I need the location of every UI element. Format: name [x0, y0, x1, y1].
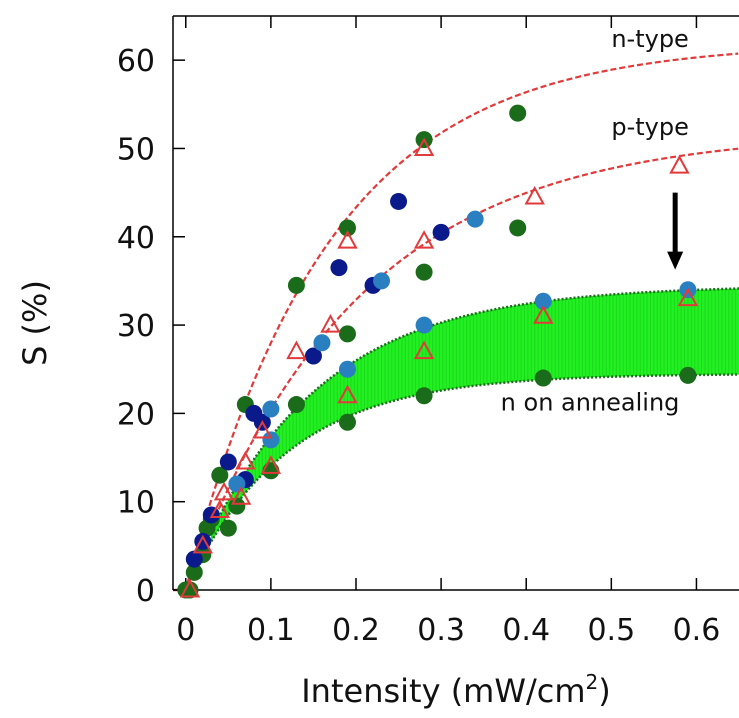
band-lower-edge: [210, 373, 739, 542]
data-point-triangle: [320, 313, 341, 333]
band-upper-edge: [210, 287, 739, 533]
x-axis-title-main: Intensity (mW/cm: [301, 672, 585, 710]
data-point: [330, 259, 348, 277]
data-point: [534, 292, 552, 310]
data-point: [509, 104, 527, 122]
y-axis-title: S (%): [16, 280, 54, 366]
data-point: [373, 272, 391, 290]
data-point: [287, 396, 305, 414]
data-point: [415, 316, 433, 334]
data-point-triangle: [260, 455, 282, 474]
arrow-head: [667, 251, 684, 270]
data-point-triangle: [413, 340, 435, 360]
data-point-triangle: [413, 230, 435, 249]
y-tick-label: 50: [117, 132, 155, 167]
x-tick-label: 0.3: [417, 613, 465, 648]
data-point-triangle: [669, 155, 690, 174]
y-tick-label: 60: [117, 44, 155, 79]
data-point-triangle: [179, 578, 201, 598]
data-point: [185, 563, 203, 581]
x-tick-label: 0.6: [673, 613, 721, 648]
data-point: [338, 360, 356, 378]
axes: 0 10 20 30 40 50 60 0 0.1 0.2 0.3 0.4 0.5 0.6: [117, 15, 739, 648]
data-point: [415, 263, 433, 281]
data-point: [338, 413, 356, 431]
data-point: [211, 466, 229, 484]
data-point: [338, 219, 356, 237]
data-point-triangle: [524, 185, 545, 205]
data-point-triangle: [286, 340, 307, 360]
y-tick-label: 0: [136, 574, 155, 609]
data-point: [181, 581, 199, 599]
data-point: [466, 210, 484, 228]
data-point: [202, 506, 220, 524]
fit-curve-1: [173, 52, 739, 592]
data-point-triangle: [230, 486, 252, 505]
data-point-triangle: [209, 499, 231, 519]
data-point-triangle: [533, 305, 554, 324]
data-point-triangle: [337, 384, 358, 404]
data-point-triangle: [337, 230, 358, 249]
data-point: [415, 387, 433, 405]
annotation-label: n-type: [611, 25, 688, 53]
data-point: [219, 453, 237, 471]
x-tick-label: 0.1: [247, 613, 295, 648]
data-markers: [177, 104, 699, 599]
data-point-triangle: [213, 481, 235, 501]
x-tick-label: 0: [176, 613, 195, 648]
response-band: [210, 287, 739, 542]
y-tick-label: 20: [117, 397, 155, 432]
data-point-triangle: [413, 137, 435, 156]
x-tick-label: 0.5: [587, 613, 635, 648]
data-point-triangle: [235, 450, 256, 470]
data-point-triangle: [252, 419, 273, 439]
data-point: [304, 347, 322, 365]
annotation-label: n on annealing: [501, 389, 680, 417]
band-fill: [211, 288, 739, 542]
data-point: [338, 325, 356, 343]
x-axis-title-close: ): [598, 672, 610, 710]
data-point: [262, 400, 280, 418]
x-axis-title-superscript: 2: [586, 670, 599, 694]
data-point: [432, 223, 450, 241]
x-tick-label: 0.4: [502, 613, 550, 648]
data-point: [262, 431, 280, 449]
y-tick-label: 30: [117, 309, 155, 344]
data-point-triangle: [192, 534, 213, 554]
data-point: [262, 462, 280, 480]
fit-curves: [173, 52, 739, 592]
fit-curve-2: [173, 147, 739, 592]
data-point: [679, 366, 697, 384]
data-point: [185, 550, 203, 568]
data-point-triangle: [677, 287, 699, 307]
x-tick-label: 0.2: [332, 613, 380, 648]
annotation-label: p-type: [611, 113, 689, 141]
annotations: n-type p-type n on annealing: [501, 25, 689, 417]
data-point: [219, 519, 237, 537]
data-point: [313, 334, 331, 352]
y-tick-label: 10: [117, 486, 155, 521]
data-point: [287, 276, 305, 294]
data-point: [534, 369, 552, 387]
y-tick-label: 40: [117, 221, 155, 256]
data-point: [509, 219, 527, 237]
data-point: [390, 192, 408, 210]
x-axis-title: Intensity (mW/cm2): [301, 670, 611, 710]
